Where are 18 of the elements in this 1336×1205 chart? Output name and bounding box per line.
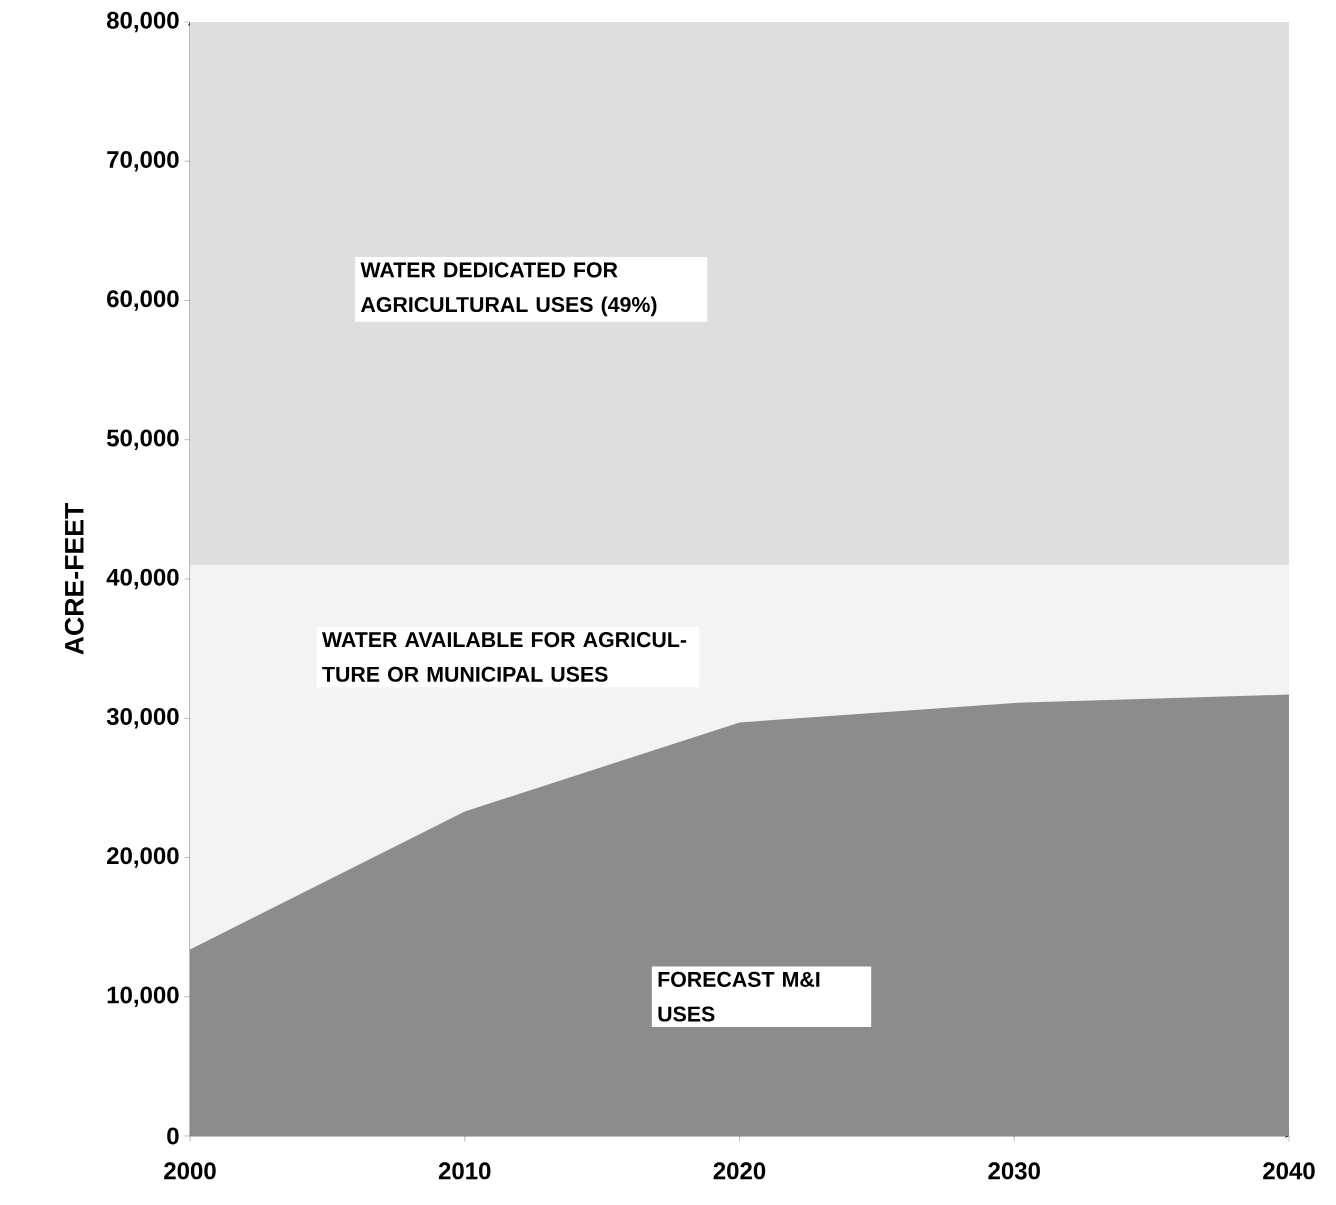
y-tick-label: 20,000	[107, 847, 179, 868]
y-tick-label: 60,000	[107, 290, 179, 311]
y-tick-label: 50,000	[106, 429, 179, 450]
y-tick-label: 30,000	[106, 707, 179, 729]
series-label: FORECAST M&I USES	[658, 971, 820, 1022]
y-axis-title: ACRE-FEET	[64, 502, 84, 655]
x-tick-label: 2030	[988, 1162, 1040, 1180]
y-tick-label: 0	[167, 1127, 179, 1145]
x-tick-label: 2040	[1263, 1162, 1315, 1180]
series-label: WATER DEDICATED FOR AGRICULTURAL USES (49%)	[360, 262, 657, 317]
y-tick-label: 70,000	[107, 150, 179, 172]
series-label: WATER AVAILABLE FOR AGRICUL-TURE OR MUNICIPAL USES	[322, 632, 687, 682]
y-tick-label: 10,000	[107, 986, 179, 1007]
x-tick-label: 2020	[713, 1162, 766, 1180]
y-tick-label: 40,000	[106, 568, 179, 590]
x-tick-label: 2000	[164, 1162, 216, 1180]
x-tick-label: 2010	[438, 1162, 491, 1180]
y-tick-label: 80,000	[106, 11, 179, 33]
